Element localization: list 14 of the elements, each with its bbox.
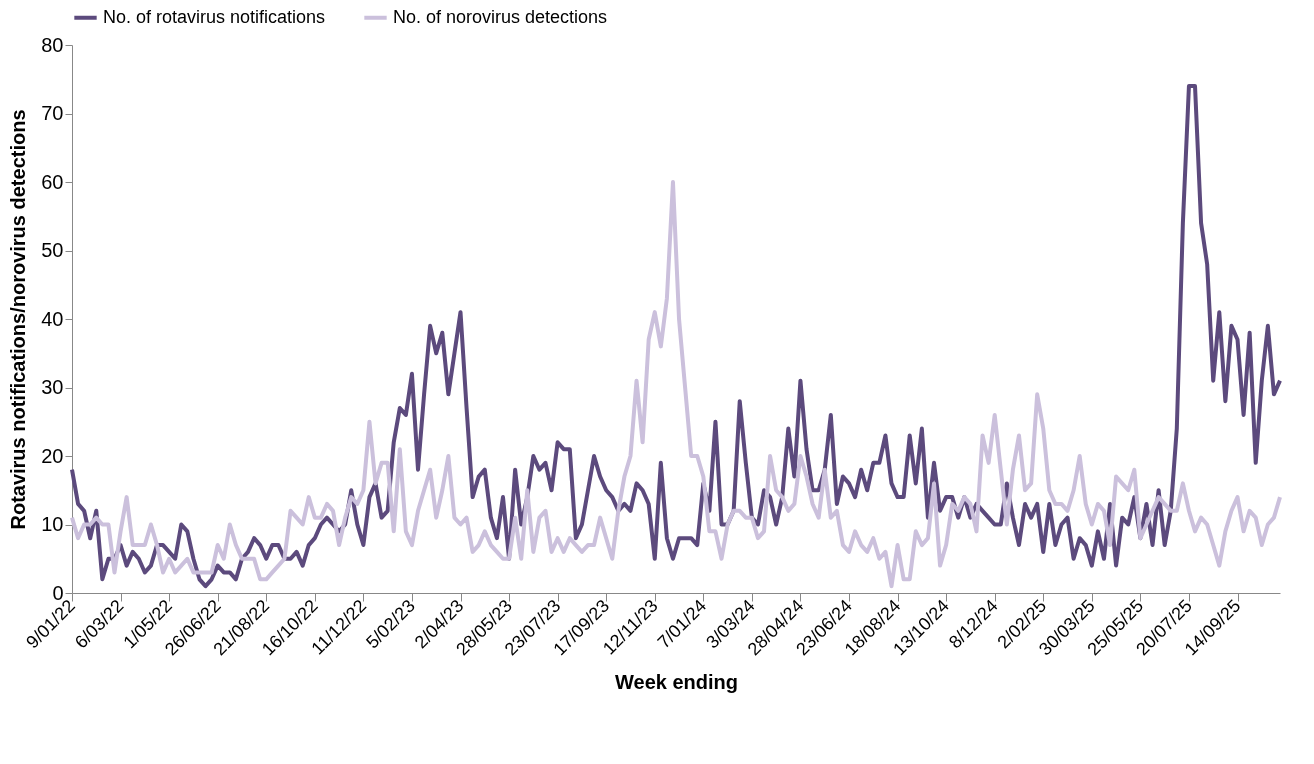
y-tick-label: 80 xyxy=(41,33,64,56)
y-axis-title: Rotavirus notifications/norovirus detections xyxy=(7,109,30,530)
y-tick-label: 50 xyxy=(41,239,64,261)
y-tick-label: 60 xyxy=(41,170,64,193)
line-series xyxy=(70,180,1282,589)
y-tick-label: 20 xyxy=(41,444,64,467)
y-tick-label: 10 xyxy=(41,513,64,535)
line-series xyxy=(70,84,1282,589)
legend-label: No. of norovirus detections xyxy=(393,6,608,27)
y-tick-label: 70 xyxy=(41,102,64,124)
y-tick-label: 40 xyxy=(41,307,64,330)
x-axis-title: Week ending xyxy=(615,671,738,694)
y-tick-label: 30 xyxy=(41,376,64,398)
legend-label: No. of rotavirus notifications xyxy=(103,6,326,27)
